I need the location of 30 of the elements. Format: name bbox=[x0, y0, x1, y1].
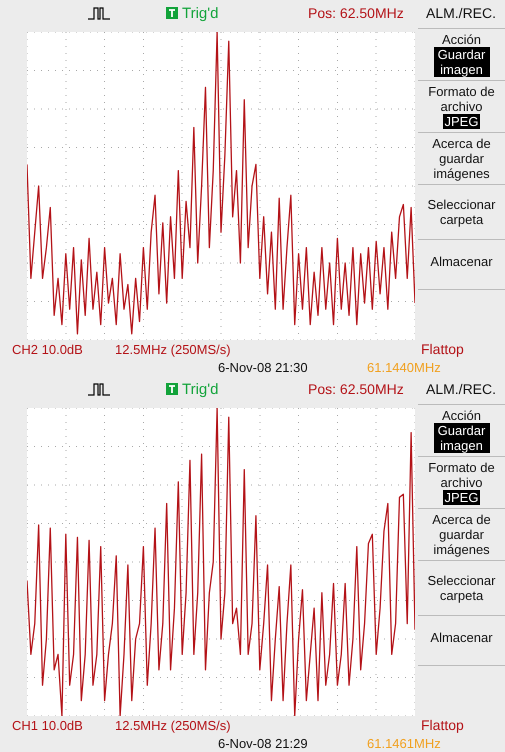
text: 12.5MHz (250MS/s) bbox=[115, 718, 231, 733]
text: 6-Nov-08 21:29 bbox=[218, 736, 308, 751]
text: Formato de archivo bbox=[427, 84, 496, 114]
text: CH2 10.0dB bbox=[12, 342, 83, 357]
text: Acción bbox=[440, 32, 482, 47]
text: 12.5MHz (250MS/s) bbox=[115, 342, 231, 357]
text: Seleccionar carpeta bbox=[426, 573, 496, 603]
text: Almacenar bbox=[418, 240, 505, 290]
text: 6-Nov-08 21:30 bbox=[218, 360, 308, 375]
text: Seleccionar carpeta bbox=[426, 197, 496, 227]
text: Flattop bbox=[421, 341, 464, 357]
text: Flattop bbox=[421, 717, 464, 733]
text: 61.1461MHz bbox=[367, 736, 441, 751]
text: ALM./REC. bbox=[426, 381, 496, 398]
text: CH1 10.0dB bbox=[12, 718, 83, 733]
text: 61.1440MHz bbox=[367, 360, 441, 375]
text: Acción bbox=[440, 408, 482, 423]
text: Trig'd bbox=[182, 5, 218, 22]
text: Formato de archivo bbox=[427, 460, 496, 490]
text: Guardar imagen bbox=[434, 47, 490, 77]
text: ALM./REC. bbox=[426, 5, 496, 22]
text: Almacenar bbox=[418, 616, 505, 666]
text: Pos: 62.50MHz bbox=[308, 381, 404, 398]
text: Trig'd bbox=[182, 381, 218, 398]
text: Pos: 62.50MHz bbox=[308, 5, 404, 22]
text: JPEG bbox=[442, 114, 480, 129]
text: Acerca de guardar imágenes bbox=[418, 133, 505, 185]
text: JPEG bbox=[442, 490, 480, 505]
text: Acerca de guardar imágenes bbox=[418, 509, 505, 561]
text: Guardar imagen bbox=[434, 423, 490, 453]
